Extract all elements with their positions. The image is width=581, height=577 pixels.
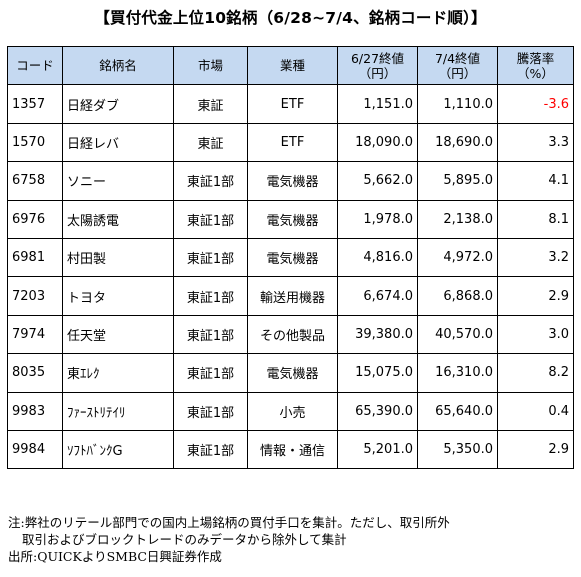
cell-sector: ETF: [247, 122, 338, 163]
cell-prev-close: 18,090.0: [337, 122, 418, 163]
cell-market: 東証1部: [173, 161, 248, 201]
cell-prev-close: 5,201.0: [337, 429, 418, 470]
cell-market: 東証1部: [173, 314, 248, 355]
cell-market: 東証1部: [173, 391, 248, 431]
table-row: 6758 ソニー 東証1部 電気機器 5,662.0 5,895.0 4.1: [7, 161, 574, 201]
cell-close: 40,570.0: [417, 314, 498, 355]
cell-change: 8.2: [497, 353, 574, 393]
table-row: 1357 日経ダブ 東証 ETF 1,151.0 1,110.0 -3.6: [7, 84, 574, 124]
cell-market: 東証: [173, 122, 248, 163]
footnote-line-2: 取引およびブロックトレードのみデータから除外して集計: [22, 532, 347, 547]
cell-prev-close: 65,390.0: [337, 391, 418, 431]
table-row: 9983 ﾌｧｰｽﾄﾘﾃｲﾘ 東証1部 小売 65,390.0 65,640.0…: [7, 391, 574, 431]
header-change: 騰落率 （%）: [497, 45, 574, 86]
table-row: 7203 トヨタ 東証1部 輸送用機器 6,674.0 6,868.0 2.9: [7, 276, 574, 316]
cell-name: トヨタ: [62, 276, 174, 316]
cell-sector: 情報・通信: [247, 429, 338, 470]
table-row: 9984 ｿﾌﾄﾊﾞﾝｸG 東証1部 情報・通信 5,201.0 5,350.0…: [7, 429, 574, 470]
cell-name: 日経レバ: [62, 122, 174, 163]
cell-change-negative: -3.6: [497, 84, 574, 124]
cell-close: 5,350.0: [417, 429, 498, 470]
footnote: 注:弊社のリテール部門での国内上場銘柄の買付手口を集計。ただし、取引所外 取引お…: [8, 514, 450, 565]
cell-name: ソニー: [62, 161, 174, 201]
cell-change: 4.1: [497, 161, 574, 201]
cell-code: 1357: [7, 84, 63, 124]
cell-sector: 電気機器: [247, 353, 338, 393]
cell-close: 6,868.0: [417, 276, 498, 316]
header-row: コード 銘柄名 市場 業種 6/27終値 （円） 7/4終値 （円） 騰落率 （%）: [7, 45, 574, 86]
cell-change: 0.4: [497, 391, 574, 431]
table-row: 8035 東ｴﾚｸ 東証1部 電気機器 15,075.0 16,310.0 8.…: [7, 353, 574, 393]
cell-market: 東証1部: [173, 353, 248, 393]
header-close: 7/4終値 （円）: [417, 45, 498, 86]
cell-code: 7203: [7, 276, 63, 316]
header-code: コード: [7, 45, 63, 86]
cell-close: 65,640.0: [417, 391, 498, 431]
cell-close: 5,895.0: [417, 161, 498, 201]
cell-code: 1570: [7, 122, 63, 163]
cell-name: 太陽誘電: [62, 199, 174, 239]
header-name: 銘柄名: [62, 45, 174, 86]
cell-sector: 小売: [247, 391, 338, 431]
cell-code: 9983: [7, 391, 63, 431]
cell-code: 8035: [7, 353, 63, 393]
source-line: 出所:QUICKよりSMBC日興証券作成: [8, 549, 222, 564]
cell-close: 2,138.0: [417, 199, 498, 239]
table-row: 1570 日経レバ 東証 ETF 18,090.0 18,690.0 3.3: [7, 122, 574, 163]
cell-name: 任天堂: [62, 314, 174, 355]
cell-market: 東証1部: [173, 429, 248, 470]
cell-prev-close: 5,662.0: [337, 161, 418, 201]
cell-close: 16,310.0: [417, 353, 498, 393]
cell-change: 3.0: [497, 314, 574, 355]
cell-sector: ETF: [247, 84, 338, 124]
cell-sector: 輸送用機器: [247, 276, 338, 316]
cell-market: 東証1部: [173, 199, 248, 239]
cell-change: 2.9: [497, 276, 574, 316]
header-prev-close: 6/27終値 （円）: [337, 45, 418, 86]
cell-code: 6981: [7, 237, 63, 278]
header-sector: 業種: [247, 45, 338, 86]
cell-code: 6976: [7, 199, 63, 239]
cell-prev-close: 4,816.0: [337, 237, 418, 278]
header-market: 市場: [173, 45, 248, 86]
cell-close: 18,690.0: [417, 122, 498, 163]
cell-close: 1,110.0: [417, 84, 498, 124]
cell-name: 村田製: [62, 237, 174, 278]
cell-change: 2.9: [497, 429, 574, 470]
cell-change: 8.1: [497, 199, 574, 239]
cell-market: 東証1部: [173, 276, 248, 316]
cell-prev-close: 1,151.0: [337, 84, 418, 124]
cell-prev-close: 6,674.0: [337, 276, 418, 316]
cell-sector: 電気機器: [247, 237, 338, 278]
cell-code: 9984: [7, 429, 63, 470]
cell-close: 4,972.0: [417, 237, 498, 278]
table-row: 6981 村田製 東証1部 電気機器 4,816.0 4,972.0 3.2: [7, 237, 574, 278]
cell-market: 東証1部: [173, 237, 248, 278]
cell-name: 日経ダブ: [62, 84, 174, 124]
cell-change: 3.2: [497, 237, 574, 278]
cell-sector: 電気機器: [247, 161, 338, 201]
cell-sector: その他製品: [247, 314, 338, 355]
cell-name: ﾌｧｰｽﾄﾘﾃｲﾘ: [62, 391, 174, 431]
cell-name: ｿﾌﾄﾊﾞﾝｸG: [62, 429, 174, 470]
table-row: 7974 任天堂 東証1部 その他製品 39,380.0 40,570.0 3.…: [7, 314, 574, 355]
cell-name: 東ｴﾚｸ: [62, 353, 174, 393]
footnote-line-1: 注:弊社のリテール部門での国内上場銘柄の買付手口を集計。ただし、取引所外: [8, 515, 450, 530]
cell-market: 東証: [173, 84, 248, 124]
table-row: 6976 太陽誘電 東証1部 電気機器 1,978.0 2,138.0 8.1: [7, 199, 574, 239]
cell-prev-close: 15,075.0: [337, 353, 418, 393]
ranking-table: コード 銘柄名 市場 業種 6/27終値 （円） 7/4終値 （円） 騰落率 （%） …: [7, 45, 574, 470]
cell-code: 6758: [7, 161, 63, 201]
cell-prev-close: 39,380.0: [337, 314, 418, 355]
cell-change: 3.3: [497, 122, 574, 163]
table-title: 【買付代金上位10銘柄（6/28~7/4、銘柄コード順）】: [94, 9, 487, 27]
cell-code: 7974: [7, 314, 63, 355]
cell-prev-close: 1,978.0: [337, 199, 418, 239]
cell-sector: 電気機器: [247, 199, 338, 239]
